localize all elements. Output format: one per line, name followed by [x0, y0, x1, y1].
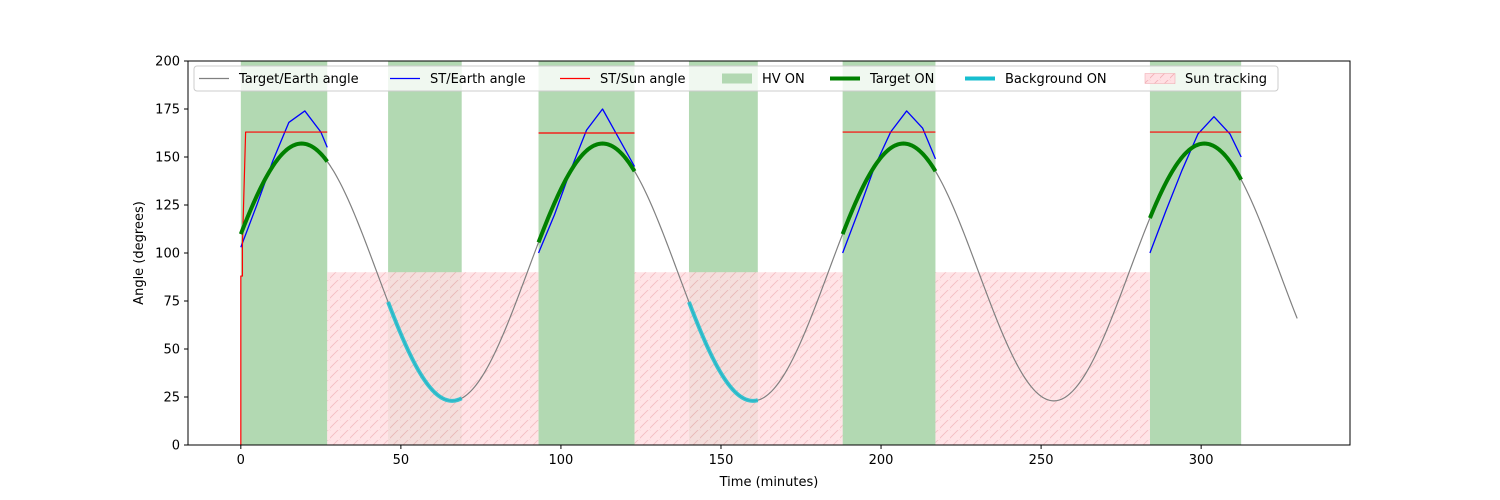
x-tick-label: 200 — [869, 453, 894, 468]
target-on-line — [238, 141, 329, 235]
sun-tracking-band — [634, 272, 843, 445]
hv-on-band — [1149, 61, 1242, 445]
y-tick-label: 175 — [155, 103, 180, 118]
st-earth-angle-line — [537, 108, 636, 254]
target-on-line — [840, 141, 938, 235]
legend: Target/Earth angle ST/Earth angle ST/Sun a… — [193, 65, 1279, 92]
x-tick-label: 100 — [549, 453, 574, 468]
legend-item: ST/Earth angle — [390, 72, 526, 87]
legend-label: Target/Earth angle — [238, 72, 359, 87]
y-tick-label: 125 — [155, 199, 180, 214]
legend-label: ST/Earth angle — [430, 72, 526, 87]
x-tick-label: 250 — [1029, 453, 1054, 468]
sun-tracking-layer — [327, 272, 1150, 445]
hv-on-layer — [240, 61, 1242, 445]
x-tick-label: 0 — [237, 453, 245, 468]
legend-item: Target ON — [830, 72, 934, 87]
legend-swatch — [722, 73, 752, 84]
target-on-line — [1148, 141, 1243, 219]
x-tick-label: 150 — [709, 453, 734, 468]
legend-label: Background ON — [1005, 72, 1107, 87]
y-tick-label: 150 — [155, 151, 180, 166]
axes-layer: 0 50 100 150 200 250 300 0 25 50 75 100 125 150 175 200 — [155, 55, 1213, 469]
legend-label: Sun tracking — [1185, 72, 1267, 87]
legend-label: HV ON — [762, 72, 805, 87]
legend-item: Background ON — [965, 72, 1107, 87]
y-tick-label: 100 — [155, 247, 180, 262]
y-tick-label: 0 — [172, 439, 180, 454]
hv-on-band — [240, 61, 328, 445]
hv-on-band — [538, 61, 635, 445]
x-tick-label: 300 — [1189, 453, 1214, 468]
background-on-line — [687, 301, 759, 403]
y-tick-label: 50 — [163, 343, 180, 358]
background-on-line — [386, 301, 463, 403]
x-tick-label: 50 — [393, 453, 410, 468]
legend-label: Target ON — [869, 72, 934, 87]
x-axis-title: Time (minutes) — [719, 475, 819, 490]
legend-item: ST/Sun angle — [560, 72, 686, 87]
y-tick-label: 75 — [163, 295, 180, 310]
y-axis-title: Angle (degrees) — [132, 201, 147, 305]
legend-item: Sun tracking — [1144, 72, 1267, 87]
legend-swatch — [1144, 73, 1176, 84]
hv-on-band — [842, 61, 936, 445]
st-sun-angle-line — [240, 131, 328, 445]
legend-label: ST/Sun angle — [600, 72, 686, 87]
legend-item: Target/Earth angle — [199, 72, 359, 87]
y-tick-label: 200 — [155, 55, 180, 70]
y-tick-label: 25 — [163, 391, 180, 406]
st-earth-angle-line — [1149, 116, 1242, 254]
target-on-line — [536, 141, 637, 244]
sun-tracking-band — [935, 272, 1150, 445]
sun-tracking-band — [327, 272, 539, 445]
lines-layer — [238, 108, 1298, 445]
legend-item: HV ON — [722, 72, 805, 87]
